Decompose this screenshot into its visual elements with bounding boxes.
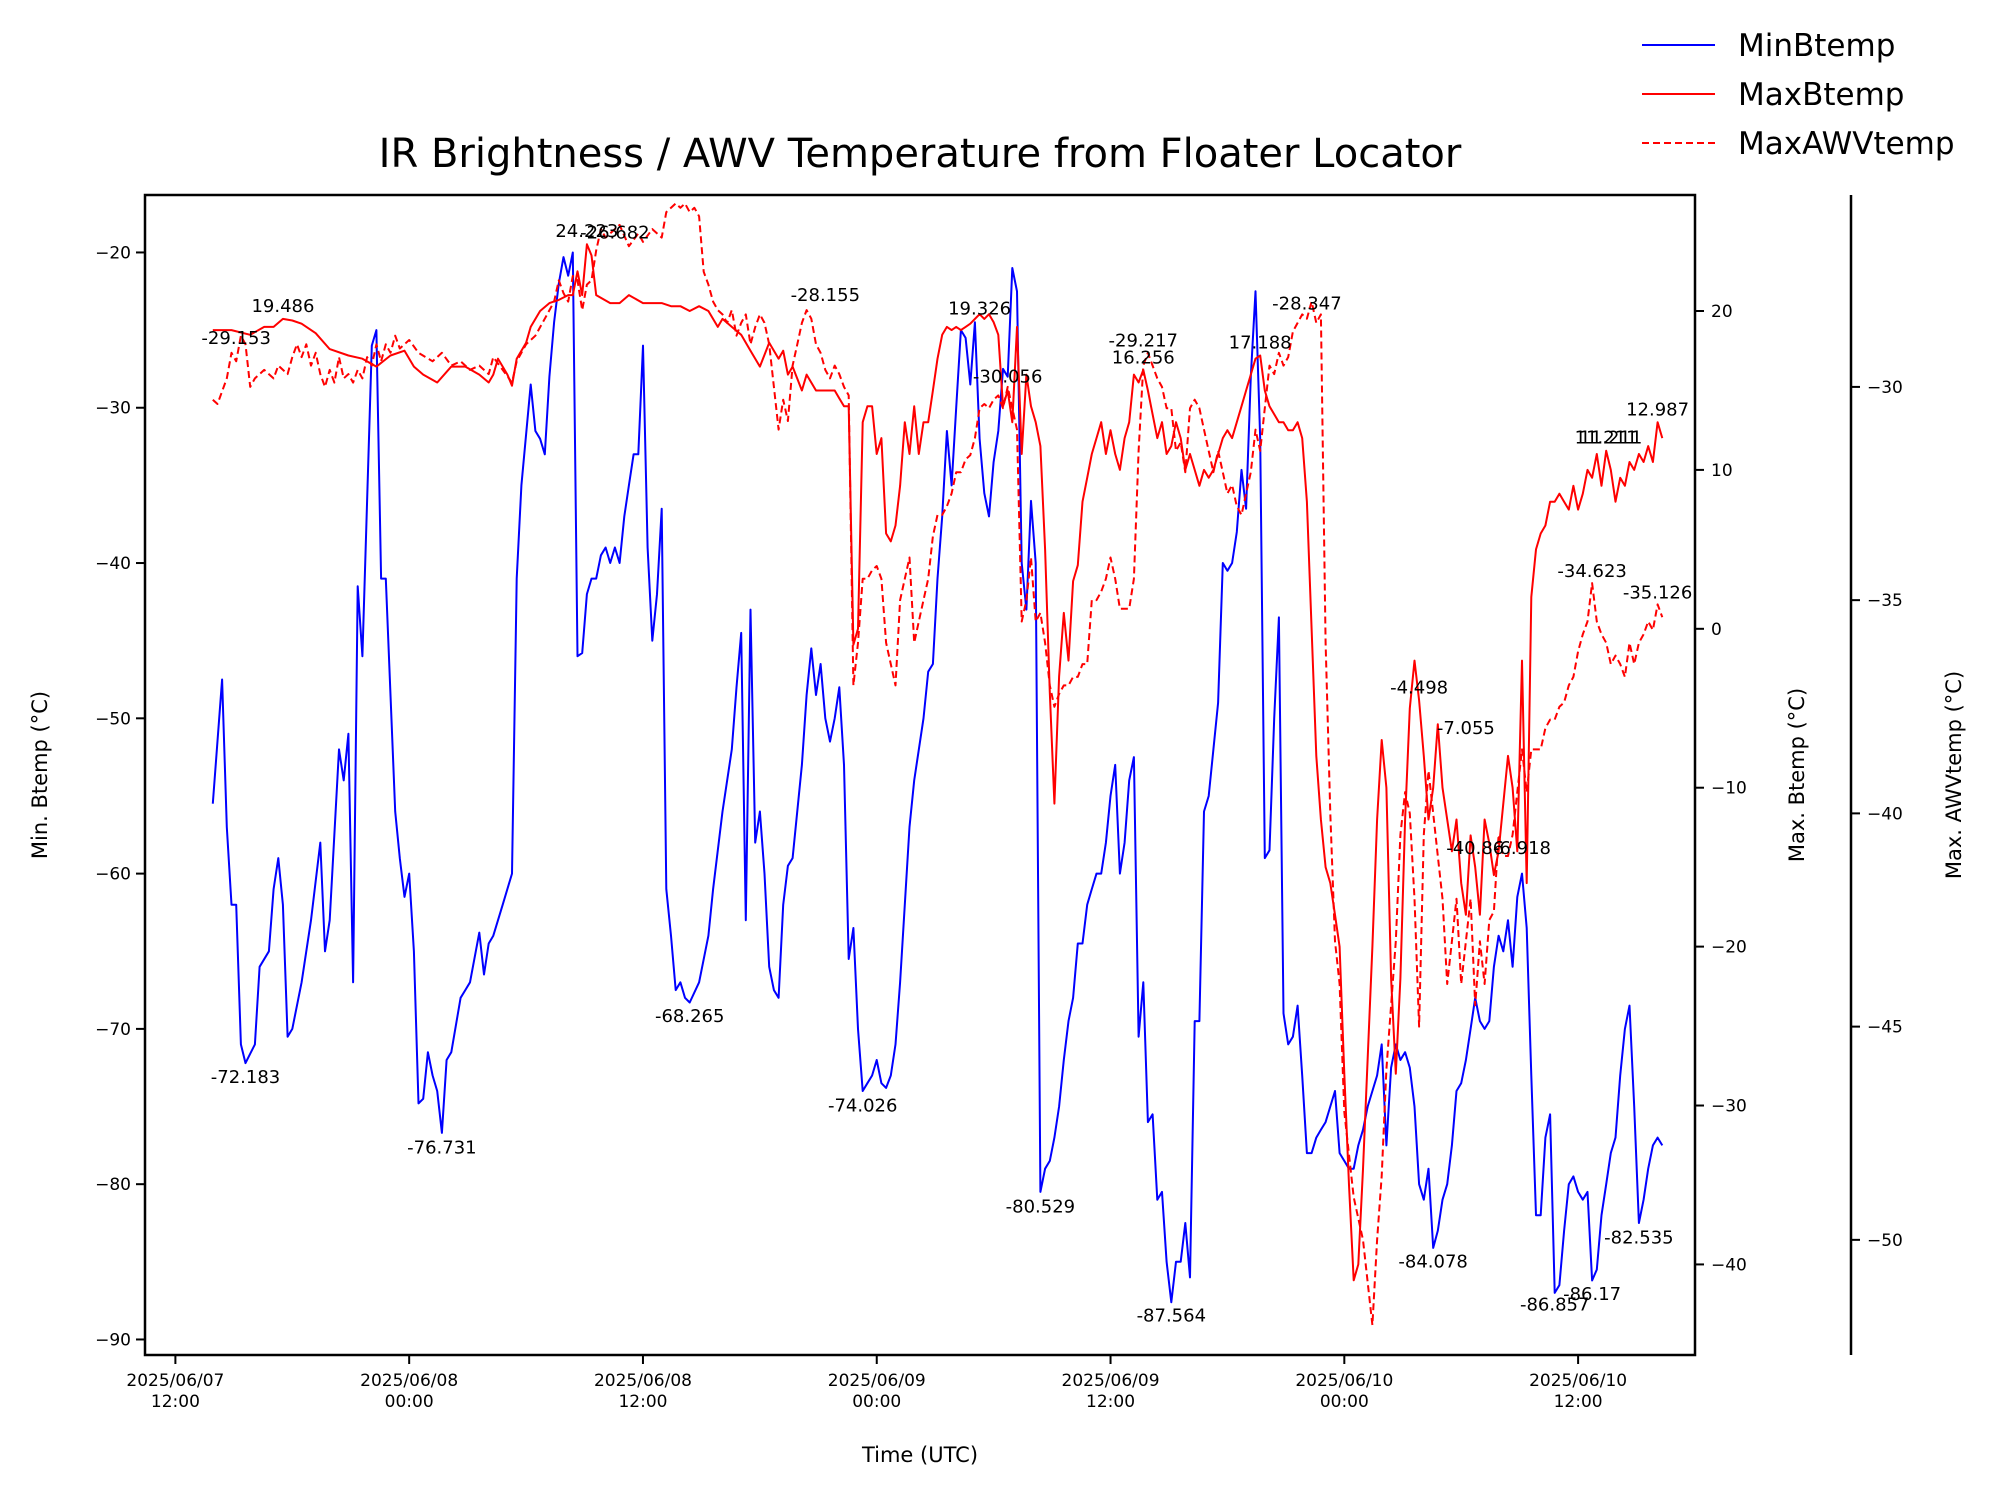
annotation-label: 19.486: [251, 296, 314, 317]
annotation-label: -87.564: [1137, 1306, 1206, 1327]
plot-frame: [143, 193, 1697, 1357]
annotation-label: -74.026: [828, 1095, 897, 1116]
annotation-label: -84.078: [1398, 1252, 1467, 1273]
annotation-label: -34.623: [1557, 561, 1626, 582]
y-right2-tick-label: −45: [1867, 1018, 1903, 1038]
y-left-tick-label: −70: [95, 1020, 131, 1040]
x-tick-label: 00:00: [852, 1392, 901, 1412]
y-left-tick-label: −50: [95, 709, 131, 729]
y-left-tick-label: −30: [95, 399, 131, 419]
x-tick-label: 12:00: [1086, 1392, 1135, 1412]
annotation-label: -4.498: [1390, 677, 1448, 698]
y-right2-tick-label: −40: [1867, 804, 1903, 824]
y-left-tick-label: −60: [95, 865, 131, 885]
y-left-tick-label: −40: [95, 554, 131, 574]
y-right1-tick-label: −20: [1711, 938, 1747, 958]
annotation-label: -29.217: [1109, 331, 1178, 352]
y-left-tick-label: −20: [95, 243, 131, 263]
annotation-label: 16.256: [1112, 347, 1175, 368]
y-axis-right2-label: Max. AWVtemp (°C): [1942, 671, 1966, 879]
annotation-label: -72.183: [211, 1067, 280, 1088]
annotation-label: 12.987: [1626, 399, 1689, 420]
y-right1-tick-label: 20: [1711, 302, 1733, 322]
y-right1-tick-label: −30: [1711, 1097, 1747, 1117]
annotations: -72.183 -76.731 -68.265 -74.026 -80.529 -87.5…: [201, 221, 1692, 1327]
legend-label-minbtemp: MinBtemp: [1738, 28, 1895, 64]
y-axis-left: −20 −30 −40 −50 −60 −70 −80 −90: [95, 243, 145, 1350]
y-axis-left-label: Min. Btemp (°C): [28, 691, 52, 859]
x-axis-label: Time (UTC): [861, 1443, 978, 1467]
y-left-tick-label: −80: [95, 1175, 131, 1195]
x-tick-label: 12:00: [618, 1392, 667, 1412]
annotation-label: -6.918: [1493, 838, 1551, 859]
annotation-label: -35.126: [1623, 583, 1692, 604]
x-tick-label: 2025/06/10: [1295, 1371, 1393, 1391]
annotation-label: -29.153: [201, 328, 270, 349]
annotation-label: -28.155: [791, 285, 860, 306]
y-right2-tick-label: −35: [1867, 591, 1903, 611]
x-tick-label: 2025/06/09: [828, 1371, 926, 1391]
y-right2-tick-label: −50: [1867, 1231, 1903, 1251]
legend-label-maxbtemp: MaxBtemp: [1738, 77, 1904, 113]
x-tick-label: 00:00: [385, 1392, 434, 1412]
annotation-label: -86.857: [1520, 1295, 1589, 1316]
annotation-label: -7.055: [1437, 718, 1495, 739]
x-tick-label: 2025/06/09: [1062, 1371, 1160, 1391]
annotation-label: 11.211: [1579, 428, 1642, 449]
y-right1-tick-label: 0: [1711, 620, 1722, 640]
x-tick-label: 2025/06/08: [594, 1371, 692, 1391]
plot-area: [211, 202, 1664, 1327]
annotation-label: -86.17: [1563, 1284, 1621, 1305]
y-axis-right1: 20 10 0 −10 −20 −30 −40: [1695, 302, 1747, 1275]
y-axis-right2: −30 −35 −40 −45 −50: [1851, 378, 1903, 1251]
x-tick-label: 2025/06/07: [126, 1371, 224, 1391]
annotation-label: -40.86: [1446, 838, 1504, 859]
x-tick-label: 12:00: [151, 1392, 200, 1412]
x-tick-label: 2025/06/08: [360, 1371, 458, 1391]
series-line-maxawvtemp: [212, 202, 1664, 1327]
chart-title: IR Brightness / AWV Temperature from Flo…: [379, 131, 1462, 177]
x-tick-label: 12:00: [1554, 1392, 1603, 1412]
annotation-label: 19.326: [948, 299, 1011, 320]
legend-label-maxawvtemp: MaxAWVtemp: [1738, 126, 1955, 162]
y-axis-right1-label: Max. Btemp (°C): [1785, 688, 1809, 862]
annotation-label: -82.535: [1604, 1228, 1673, 1249]
x-tick-label: 00:00: [1320, 1392, 1369, 1412]
x-axis: 2025/06/0712:002025/06/0800:002025/06/08…: [126, 1355, 1627, 1412]
y-left-tick-label: −90: [95, 1330, 131, 1350]
annotation-label: 11.211: [1575, 428, 1638, 449]
y-right2-tick-label: −30: [1867, 378, 1903, 398]
y-right1-tick-label: 10: [1711, 461, 1733, 481]
annotation-label: -28.347: [1272, 293, 1341, 314]
series-line-maxbtemp: [212, 243, 1664, 1282]
annotation-label: -68.265: [655, 1006, 724, 1027]
x-tick-label: 2025/06/10: [1529, 1371, 1627, 1391]
annotation-label: 17.188: [1229, 333, 1292, 354]
series-line-minbtemp: [211, 251, 1664, 1304]
annotation-label: 24.223: [555, 221, 618, 242]
annotation-label: -26.682: [580, 222, 649, 243]
y-right1-tick-label: −40: [1711, 1255, 1747, 1275]
legend: MinBtemp MaxBtemp MaxAWVtemp: [1642, 28, 1955, 162]
annotation-label: -30.056: [973, 366, 1042, 387]
y-right1-tick-label: −10: [1711, 779, 1747, 799]
annotation-label: -80.529: [1006, 1196, 1075, 1217]
annotation-label: -76.731: [407, 1137, 476, 1158]
